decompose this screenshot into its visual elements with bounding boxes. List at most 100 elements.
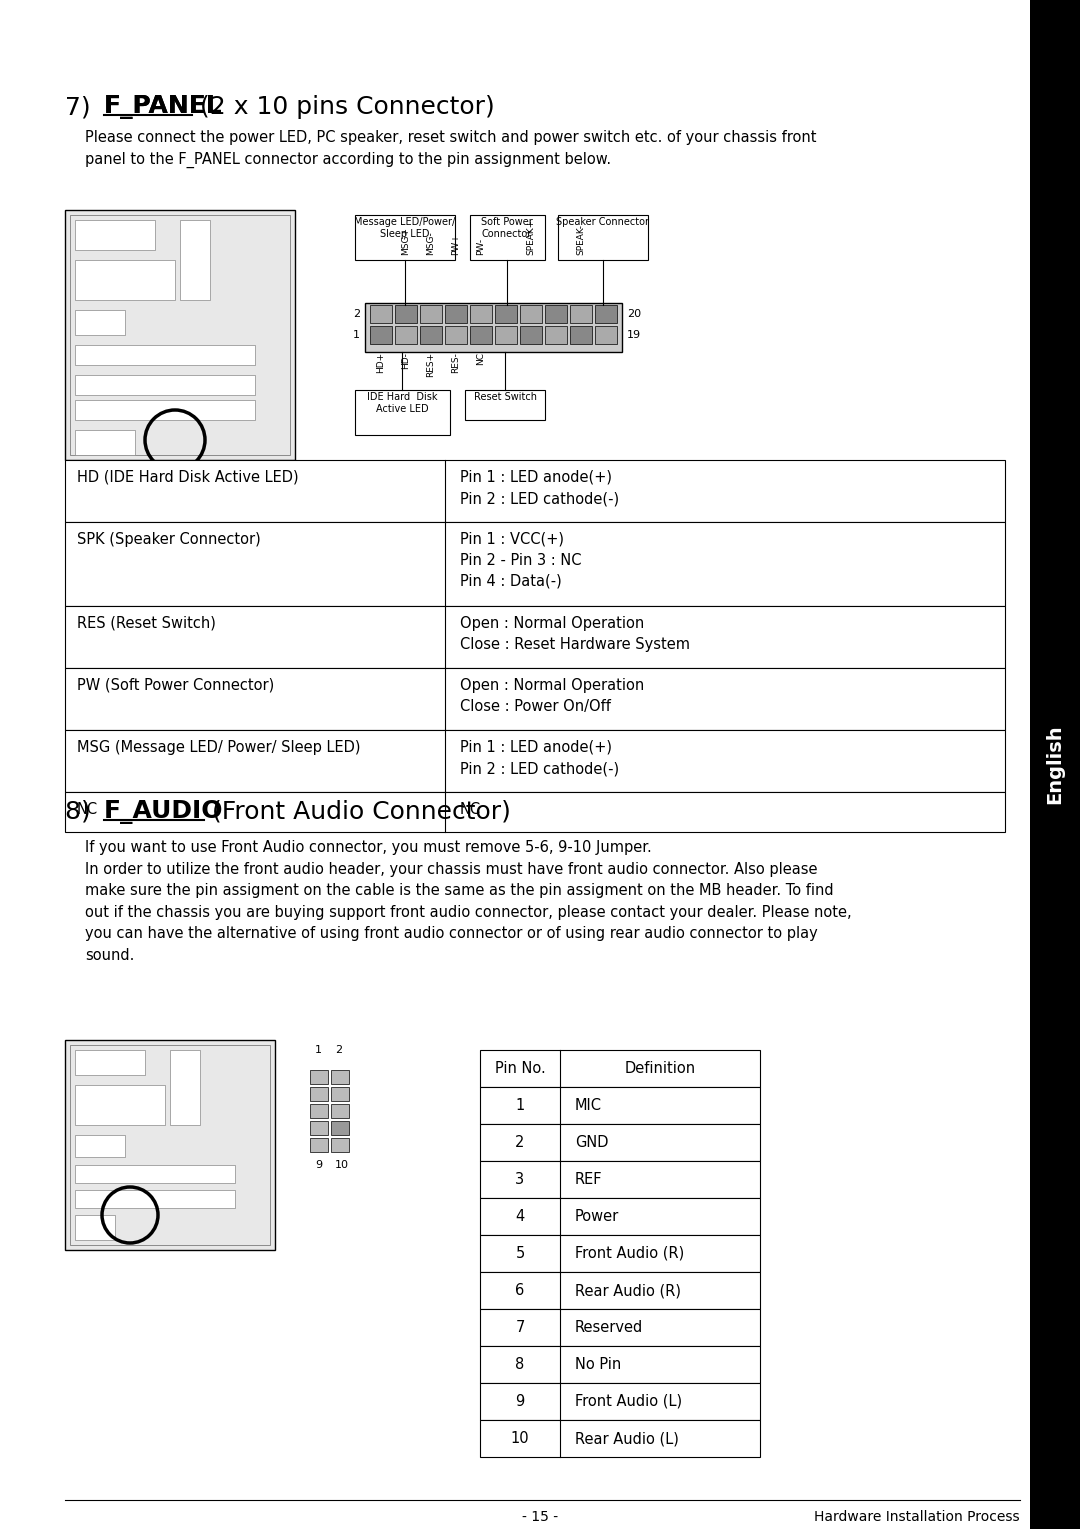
Bar [355,216,455,260]
Bar [70,1044,270,1245]
Text: Pin 1 : VCC(+)
Pin 2 - Pin 3 : NC
Pin 4 : Data(-): Pin 1 : VCC(+) Pin 2 - Pin 3 : NC Pin 4 … [460,532,581,589]
Text: 9: 9 [515,1394,525,1410]
Bar [65,668,1005,729]
Bar [480,1161,760,1199]
Bar [75,310,125,335]
Bar [75,220,156,251]
Text: Reserved: Reserved [575,1320,644,1335]
Text: IDE Hard  Disk
Active LED: IDE Hard Disk Active LED [367,391,437,414]
Bar [595,304,617,323]
Text: 2: 2 [353,309,360,320]
Text: Front Audio (R): Front Audio (R) [575,1246,685,1261]
Text: REF: REF [575,1173,603,1187]
Bar [355,390,450,434]
Text: Front Audio (L): Front Audio (L) [575,1394,683,1410]
Bar [420,304,442,323]
Bar [75,375,255,394]
Text: NC: NC [460,803,481,816]
Bar [65,209,295,460]
Bar [310,1070,328,1084]
Text: 2: 2 [335,1044,342,1055]
Bar [480,1124,760,1161]
Bar [65,792,1005,832]
Text: Rear Audio (R): Rear Audio (R) [575,1283,681,1298]
Bar [480,1050,760,1087]
Bar [470,326,492,344]
Bar [480,1384,760,1420]
Text: 7: 7 [515,1320,525,1335]
Bar [480,1309,760,1346]
Bar [545,326,567,344]
Bar [75,1165,235,1183]
Text: 9: 9 [315,1161,322,1170]
Bar [310,1104,328,1118]
Text: Rear Audio (L): Rear Audio (L) [575,1431,679,1446]
Bar [365,303,622,352]
Text: RES-: RES- [451,352,460,373]
Bar [470,216,545,260]
Bar [1030,0,1080,1529]
Bar [480,1272,760,1309]
Text: SPEAK-: SPEAK- [577,225,585,255]
Text: 6: 6 [515,1283,525,1298]
Bar [65,521,1005,605]
Bar [75,1135,125,1157]
Bar [75,1086,165,1125]
Bar [330,1138,349,1151]
Text: Pin 1 : LED anode(+)
Pin 2 : LED cathode(-): Pin 1 : LED anode(+) Pin 2 : LED cathode… [460,469,619,506]
Text: Power: Power [575,1209,619,1225]
Text: 7): 7) [65,95,107,119]
Text: Reset Switch: Reset Switch [473,391,537,402]
Text: Pin No.: Pin No. [495,1061,545,1076]
Bar [180,220,210,300]
Bar [519,304,542,323]
Bar [75,346,255,365]
Bar [310,1138,328,1151]
Bar [480,1199,760,1235]
Text: F_AUDIO: F_AUDIO [104,800,224,824]
Bar [330,1087,349,1101]
Text: 10: 10 [335,1161,349,1170]
Text: 8): 8) [65,800,107,824]
Bar [465,390,545,420]
Text: GND: GND [575,1135,608,1150]
Bar [65,1040,275,1251]
Bar [75,1190,235,1208]
Text: MIC: MIC [575,1098,602,1113]
Bar [480,1420,760,1457]
Text: Hardware Installation Process: Hardware Installation Process [814,1511,1020,1524]
Text: 10: 10 [511,1431,529,1446]
Bar [330,1070,349,1084]
Text: NC: NC [476,352,486,365]
Text: (2 x 10 pins Connector): (2 x 10 pins Connector) [192,95,495,119]
Bar [395,304,417,323]
Bar [330,1104,349,1118]
Bar [370,326,392,344]
Text: SPEAK+: SPEAK+ [527,219,536,255]
Text: PW (Soft Power Connector): PW (Soft Power Connector) [77,677,274,693]
Bar [370,304,392,323]
Bar [75,401,255,420]
Text: 1: 1 [353,330,360,339]
Text: NC: NC [77,803,98,816]
Bar [570,326,592,344]
Bar [420,326,442,344]
Bar [75,430,135,456]
Bar [330,1121,349,1135]
Text: 8: 8 [515,1358,525,1372]
Text: 4: 4 [515,1209,525,1225]
Text: PW-: PW- [476,239,486,255]
Text: Please connect the power LED, PC speaker, reset switch and power switch etc. of : Please connect the power LED, PC speaker… [85,130,816,168]
Bar [395,326,417,344]
Text: MSG+: MSG+ [402,226,410,255]
Bar [470,304,492,323]
Text: Speaker Connector: Speaker Connector [556,217,649,226]
Text: Open : Normal Operation
Close : Power On/Off: Open : Normal Operation Close : Power On… [460,677,645,714]
Text: SPK (Speaker Connector): SPK (Speaker Connector) [77,532,260,547]
Text: HD+: HD+ [377,352,386,373]
Bar [595,326,617,344]
Text: 19: 19 [627,330,642,339]
Text: - 15 -: - 15 - [522,1511,558,1524]
Text: 5: 5 [515,1246,525,1261]
Bar [545,304,567,323]
